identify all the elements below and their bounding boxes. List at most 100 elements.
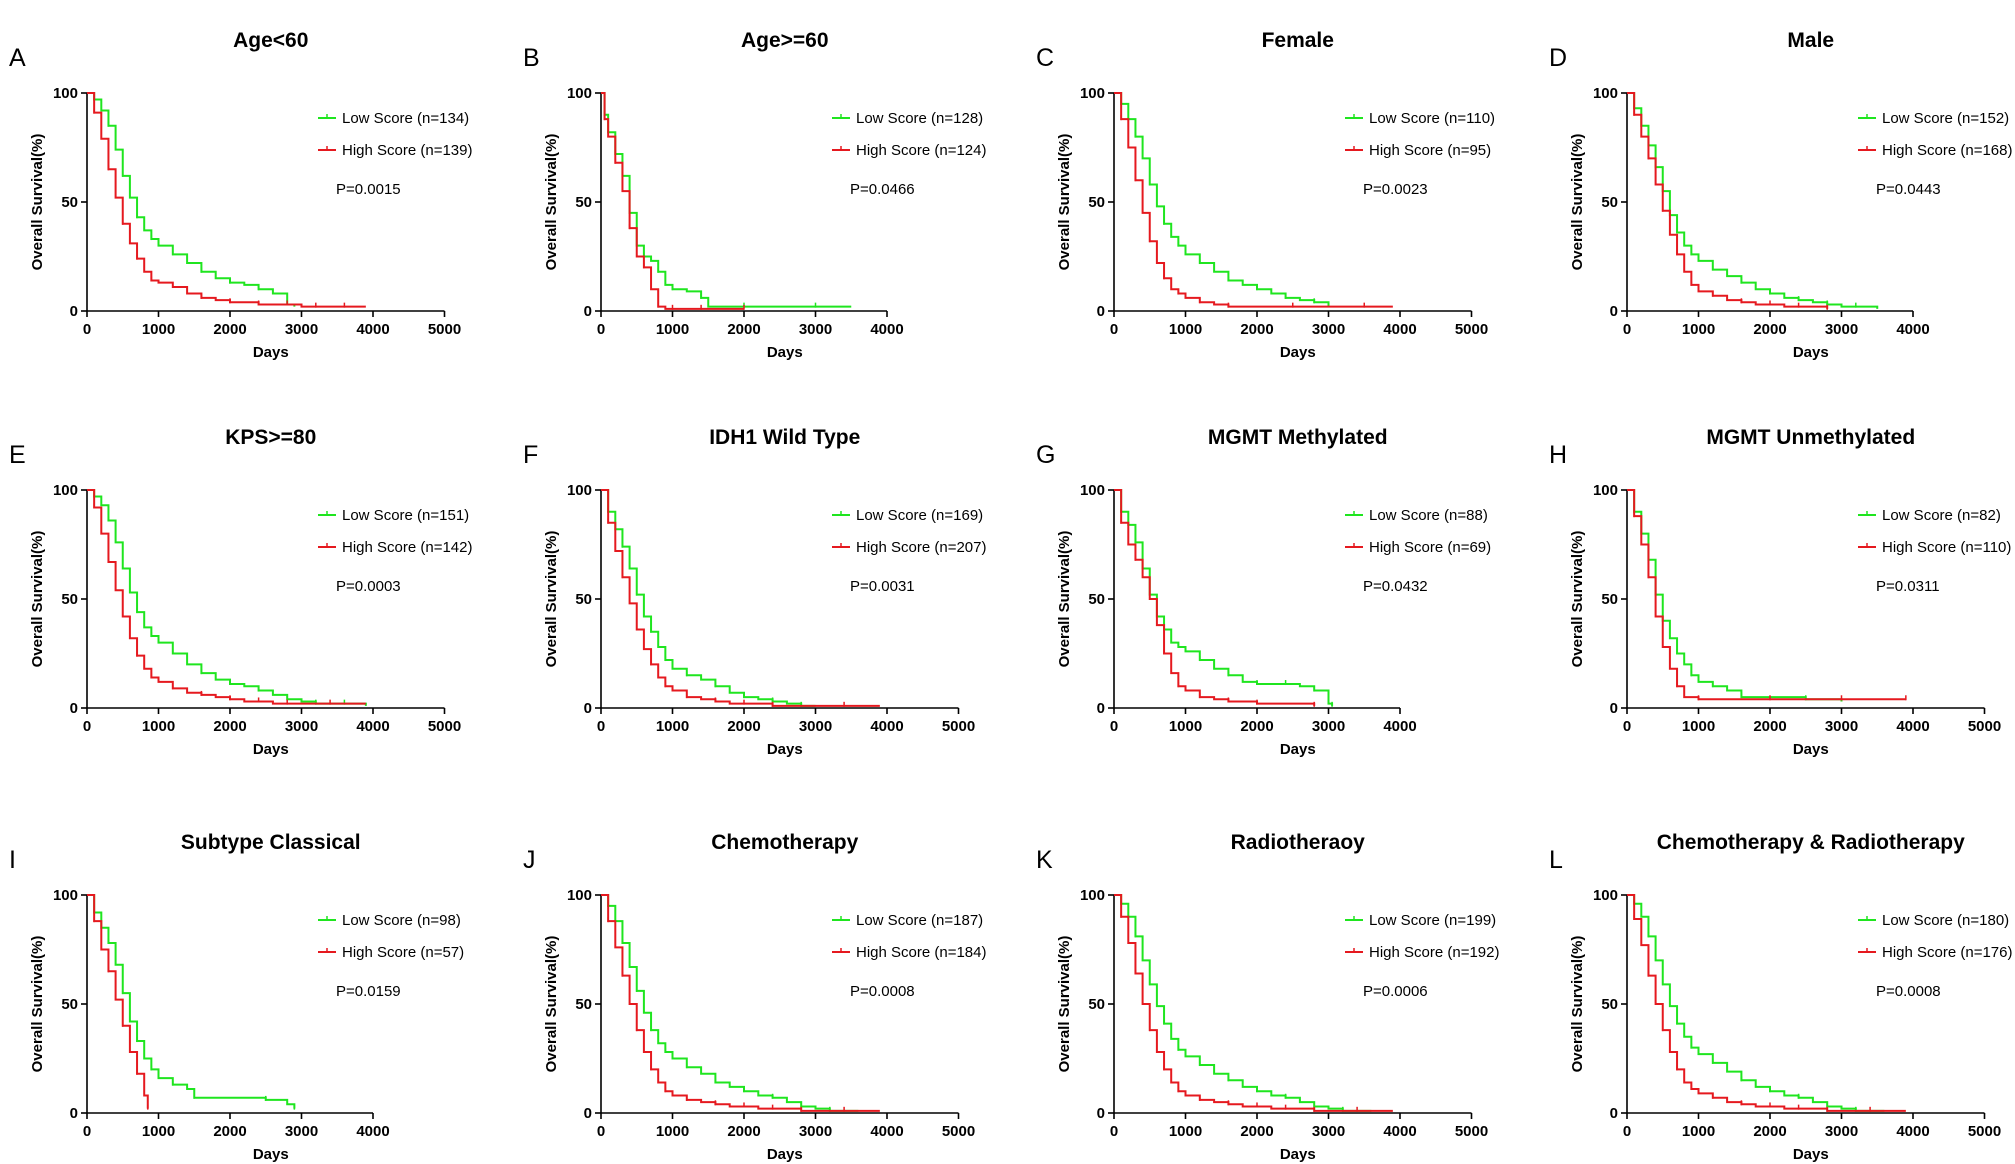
legend-label-low: Low Score (n=82) [1882, 507, 2001, 524]
x-tick-label: 2000 [727, 718, 760, 735]
survival-curve-low [87, 92, 296, 307]
x-tick-label: 4000 [356, 321, 389, 338]
x-tick-label: 5000 [428, 718, 461, 735]
panel-j: J Chemotherapy 0 1000 2000 3000 4000 5000 0 50 100… [523, 831, 987, 1163]
x-tick-label: 2000 [1240, 718, 1273, 735]
legend-label-high: High Score (n=176) [1882, 944, 2013, 961]
p-value: P=0.0466 [850, 181, 915, 198]
y-tick-label: 100 [53, 85, 78, 102]
survival-curve-high [601, 894, 880, 1112]
panel-c: C Female 0 1000 2000 3000 4000 5000 0 50 100 Days Ov… [1036, 29, 1495, 361]
panel-letter: K [1036, 846, 1053, 874]
x-tick-label: 0 [83, 321, 91, 338]
panel-title: Chemotherapy [711, 831, 858, 854]
x-axis-label: Days [1793, 741, 1829, 758]
x-axis-label: Days [253, 741, 289, 758]
p-value: P=0.0443 [1876, 181, 1941, 198]
x-tick-label: 5000 [428, 321, 461, 338]
y-tick-label: 0 [70, 1105, 78, 1122]
x-tick-label: 5000 [1455, 1123, 1488, 1140]
x-tick-label: 1000 [1169, 1123, 1202, 1140]
panel-letter: A [9, 44, 26, 72]
panel-f: F IDH1 Wild Type 0 1000 2000 3000 4000 5000 0 50 1… [523, 426, 987, 758]
x-tick-label: 0 [1623, 1123, 1631, 1140]
y-tick-label: 0 [1097, 700, 1105, 717]
x-tick-label: 4000 [870, 321, 903, 338]
legend-label-high: High Score (n=207) [856, 539, 987, 556]
survival-curve-low [1114, 489, 1334, 706]
x-tick-label: 3000 [799, 321, 832, 338]
x-axis-label: Days [767, 344, 803, 361]
y-axis-label: Overall Survival(%) [1056, 936, 1073, 1073]
legend-label-low: Low Score (n=110) [1369, 110, 1495, 127]
x-tick-label: 2000 [213, 718, 246, 735]
x-tick-label: 1000 [656, 718, 689, 735]
x-tick-label: 4000 [356, 1123, 389, 1140]
legend-label-low: Low Score (n=128) [856, 110, 983, 127]
panel-letter: C [1036, 44, 1054, 72]
x-tick-label: 5000 [1968, 718, 2001, 735]
y-axis-label: Overall Survival(%) [543, 531, 560, 668]
survival-curve-high [87, 92, 366, 308]
panel-letter: F [523, 441, 538, 469]
x-axis-label: Days [1793, 344, 1829, 361]
panel-letter: I [9, 846, 16, 874]
y-tick-label: 100 [567, 887, 592, 904]
x-tick-label: 1000 [1682, 718, 1715, 735]
y-axis-label: Overall Survival(%) [543, 936, 560, 1073]
survival-curve-high [1114, 894, 1393, 1112]
y-tick-label: 0 [70, 303, 78, 320]
y-axis-label: Overall Survival(%) [1056, 531, 1073, 668]
legend-label-high: High Score (n=57) [342, 944, 464, 961]
x-tick-label: 2000 [1753, 1123, 1786, 1140]
x-tick-label: 1000 [1169, 321, 1202, 338]
x-tick-label: 1000 [1169, 718, 1202, 735]
y-tick-label: 50 [575, 996, 592, 1013]
y-axis-label: Overall Survival(%) [29, 134, 46, 271]
x-tick-label: 5000 [1455, 321, 1488, 338]
p-value: P=0.0008 [850, 983, 915, 1000]
panel-letter: L [1549, 846, 1563, 874]
panel-letter: D [1549, 44, 1567, 72]
p-value: P=0.0031 [850, 578, 915, 595]
legend-label-high: High Score (n=124) [856, 142, 987, 159]
legend-label-low: Low Score (n=134) [342, 110, 469, 127]
y-tick-label: 50 [1601, 996, 1618, 1013]
x-tick-label: 4000 [1383, 1123, 1416, 1140]
legend-label-low: Low Score (n=151) [342, 507, 469, 524]
panel-h: H MGMT Unmethylated 0 1000 2000 3000 4000 5000 0… [1549, 426, 2011, 758]
x-tick-label: 4000 [870, 1123, 903, 1140]
panel-letter: E [9, 441, 26, 469]
x-tick-label: 2000 [1240, 321, 1273, 338]
x-tick-label: 2000 [1753, 321, 1786, 338]
legend-label-low: Low Score (n=199) [1369, 912, 1496, 929]
panel-title: Female [1262, 29, 1334, 52]
x-tick-label: 3000 [1825, 321, 1858, 338]
legend-label-low: Low Score (n=187) [856, 912, 983, 929]
y-tick-label: 50 [61, 591, 78, 608]
x-tick-label: 4000 [1896, 1123, 1929, 1140]
survival-curve-low [601, 92, 852, 308]
survival-curve-low [87, 894, 296, 1109]
panel-title: Age<60 [233, 29, 308, 52]
p-value: P=0.0006 [1363, 983, 1428, 1000]
legend-label-low: Low Score (n=98) [342, 912, 461, 929]
x-tick-label: 4000 [1383, 718, 1416, 735]
panel-title: Radiotheraoy [1231, 831, 1366, 854]
x-axis-label: Days [1280, 1146, 1316, 1163]
p-value: P=0.0023 [1363, 181, 1428, 198]
x-tick-label: 0 [1623, 321, 1631, 338]
panel-title: KPS>=80 [225, 426, 316, 449]
y-tick-label: 0 [70, 700, 78, 717]
x-tick-label: 0 [83, 1123, 91, 1140]
x-axis-label: Days [1793, 1146, 1829, 1163]
panel-d: D Male 0 1000 2000 3000 4000 0 50 100 Days Overall … [1549, 29, 2013, 361]
y-tick-label: 0 [584, 700, 592, 717]
survival-curve-high [1627, 489, 1906, 701]
y-tick-label: 100 [53, 887, 78, 904]
survival-curve-high [601, 489, 880, 707]
survival-curve-low [1114, 92, 1330, 307]
p-value: P=0.0159 [336, 983, 401, 1000]
legend-label-high: High Score (n=142) [342, 539, 473, 556]
